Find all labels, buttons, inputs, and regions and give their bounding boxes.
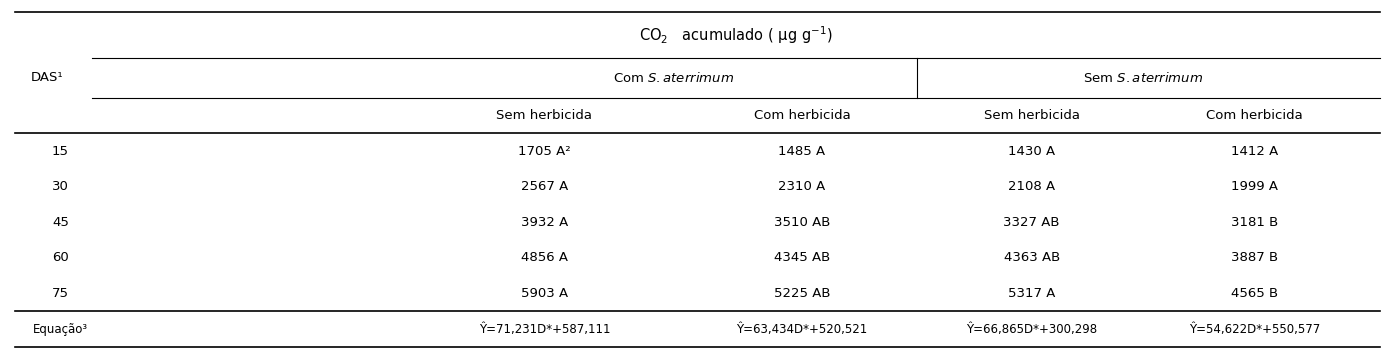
Text: 3887 B: 3887 B xyxy=(1230,251,1278,264)
Text: 4363 AB: 4363 AB xyxy=(1003,251,1060,264)
Text: 30: 30 xyxy=(52,180,68,193)
Text: 2310 A: 2310 A xyxy=(778,180,826,193)
Text: Ŷ=66,865D*+300,298: Ŷ=66,865D*+300,298 xyxy=(967,323,1098,336)
Text: 1999 A: 1999 A xyxy=(1230,180,1278,193)
Text: 1485 A: 1485 A xyxy=(778,145,826,158)
Text: 5317 A: 5317 A xyxy=(1009,287,1056,300)
Text: Ŷ=54,622D*+550,577: Ŷ=54,622D*+550,577 xyxy=(1189,323,1320,336)
Text: 4856 A: 4856 A xyxy=(520,251,568,264)
Text: 2108 A: 2108 A xyxy=(1009,180,1055,193)
Text: Com $\it{S. aterrimum}$: Com $\it{S. aterrimum}$ xyxy=(612,71,734,85)
Text: DAS¹: DAS¹ xyxy=(31,71,63,84)
Text: 5225 AB: 5225 AB xyxy=(774,287,830,300)
Text: Ŷ=63,434D*+520,521: Ŷ=63,434D*+520,521 xyxy=(737,323,868,336)
Text: 3510 AB: 3510 AB xyxy=(774,216,830,229)
Text: 3181 B: 3181 B xyxy=(1230,216,1278,229)
Text: Sem herbicida: Sem herbicida xyxy=(983,109,1080,122)
Text: 3327 AB: 3327 AB xyxy=(1003,216,1060,229)
Text: 1705 A²: 1705 A² xyxy=(518,145,571,158)
Text: Com herbicida: Com herbicida xyxy=(753,109,851,122)
Text: 4565 B: 4565 B xyxy=(1230,287,1278,300)
Text: CO$_2$   acumulado ( μg g$^{-1}$): CO$_2$ acumulado ( μg g$^{-1}$) xyxy=(639,24,833,46)
Text: Equação³: Equação³ xyxy=(33,323,88,336)
Text: 4345 AB: 4345 AB xyxy=(774,251,830,264)
Text: 3932 A: 3932 A xyxy=(520,216,568,229)
Text: Ŷ=71,231D*+587,111: Ŷ=71,231D*+587,111 xyxy=(478,323,610,336)
Text: Sem $\it{S. aterrimum}$: Sem $\it{S. aterrimum}$ xyxy=(1083,71,1202,85)
Text: 2567 A: 2567 A xyxy=(520,180,568,193)
Text: Sem herbicida: Sem herbicida xyxy=(497,109,593,122)
Text: 1430 A: 1430 A xyxy=(1009,145,1055,158)
Text: 75: 75 xyxy=(52,287,70,300)
Text: Com herbicida: Com herbicida xyxy=(1207,109,1303,122)
Text: 5903 A: 5903 A xyxy=(520,287,568,300)
Text: 45: 45 xyxy=(52,216,68,229)
Text: 15: 15 xyxy=(52,145,70,158)
Text: 60: 60 xyxy=(52,251,68,264)
Text: 1412 A: 1412 A xyxy=(1230,145,1278,158)
